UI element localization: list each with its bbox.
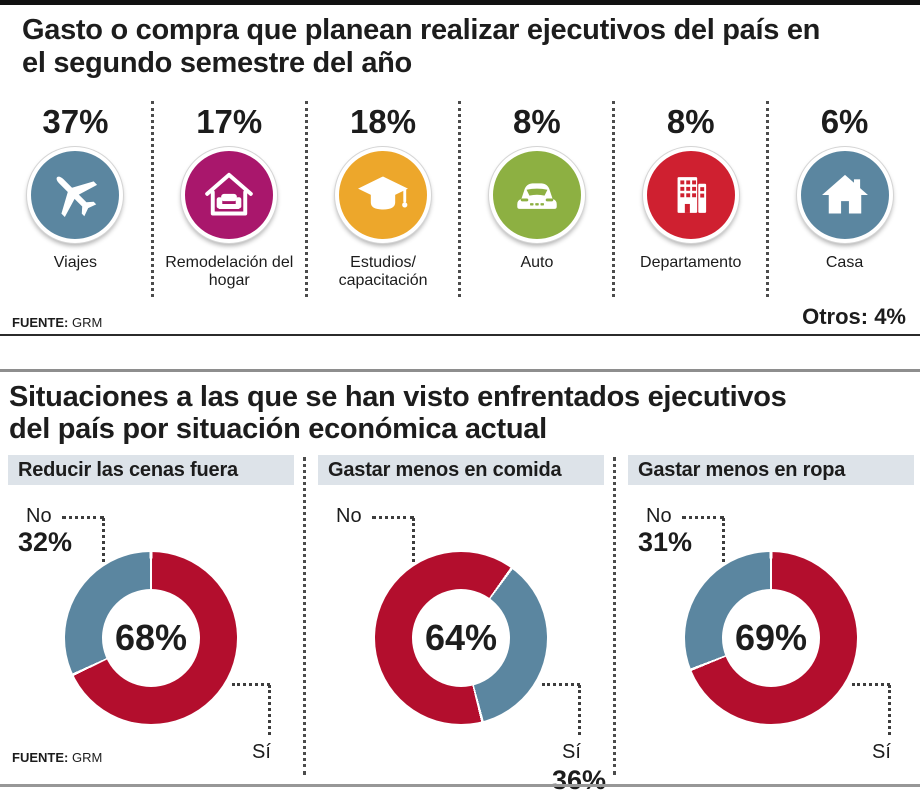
viajes-icon-circle [27, 147, 124, 243]
section1-title-line1: Gasto o compra que planean realizar ejec… [22, 14, 821, 46]
chart-menos-ropa: Gastar menos en ropa No 31% 69% Sí [628, 455, 914, 790]
leader-line [682, 516, 724, 519]
leader-line [232, 683, 270, 686]
chart-header: Gastar menos en ropa [628, 455, 914, 485]
leader-line [372, 516, 414, 519]
top-rule [0, 0, 920, 5]
donut-chart: 69% [685, 552, 857, 724]
departamento-icon-circle [642, 147, 739, 243]
si-callout-pct: 36% [552, 765, 607, 792]
remodelacion-icon-circle [181, 147, 278, 243]
leader-line [722, 518, 725, 562]
section2-title-line1: Situaciones a las que se han visto enfre… [9, 381, 787, 413]
section1-source-row: FUENTE: GRM Otros: 4% [0, 302, 920, 336]
leader-line [852, 683, 890, 686]
item-percentage: 6% [820, 103, 869, 140]
donut-chart: 68% [65, 552, 237, 724]
leader-line [102, 518, 105, 562]
donut-center-value: 69% [734, 617, 808, 658]
column-separator [613, 457, 616, 775]
item-percentage: 37% [42, 103, 109, 140]
item-label: Auto [520, 254, 554, 271]
chart-cenas-fuera: Reducir las cenas fuera No 32% 68% Sí [8, 455, 294, 790]
section2-title-line2: del país por situación económica actual [9, 413, 547, 446]
no-callout-pct: 32% [18, 527, 73, 557]
item-viajes: 37% Viajes [0, 101, 151, 297]
planned-purchases-row: 37% Viajes 17% [0, 101, 920, 297]
auto-icon-circle [488, 147, 585, 243]
section2-source: FUENTE: GRM [12, 750, 102, 765]
si-callout-label: Sí [252, 741, 271, 763]
item-casa: 6% Casa [766, 101, 920, 297]
no-callout-label: No [646, 505, 672, 527]
column-separator [303, 457, 306, 775]
leader-line [578, 685, 581, 735]
car-icon [517, 183, 557, 209]
source-label: FUENTE: [12, 750, 69, 765]
item-label: Viajes [53, 254, 98, 271]
item-percentage: 8% [513, 103, 561, 140]
source-label: FUENTE: [12, 315, 69, 330]
item-percentage: 17% [196, 103, 263, 140]
estudios-icon-circle [335, 147, 432, 243]
section2-title: Situaciones a las que se han visto enfre… [9, 381, 909, 446]
chart-menos-comida: Gastar menos en comida No 64% Sí 36% [318, 455, 607, 792]
donut-chart: 64% [375, 552, 547, 724]
leader-line [62, 516, 104, 519]
graduation-cap-icon [358, 176, 409, 210]
section1-source: FUENTE: GRM [12, 315, 102, 330]
leader-line [888, 685, 891, 735]
source-value: GRM [71, 315, 103, 330]
donut-center-value: 64% [424, 617, 498, 658]
item-departamento: 8% Departamento [612, 101, 766, 297]
donut-center-value: 68% [114, 617, 188, 658]
source-value: GRM [71, 750, 103, 765]
no-callout-pct: 31% [638, 527, 693, 557]
item-label: Casa [825, 254, 864, 271]
chart-header: Gastar menos en comida [318, 455, 604, 485]
leader-line [542, 683, 580, 686]
section1-title-line2: el segundo semestre del año [22, 46, 412, 79]
section-divider [0, 369, 920, 372]
section1-title: Gasto o compra que planean realizar ejec… [22, 14, 902, 80]
chart-header: Reducir las cenas fuera [8, 455, 294, 485]
item-auto: 8% Auto [458, 101, 612, 297]
casa-icon-circle [796, 147, 893, 243]
item-remodelacion: 17% Remodelación del hogar [150, 101, 305, 297]
leader-line [268, 685, 271, 735]
leader-line [412, 518, 415, 562]
plane-icon [57, 176, 98, 218]
item-label: Remodelación del hogar [165, 254, 294, 290]
si-callout-label: Sí [562, 741, 581, 763]
no-callout-label: No [336, 505, 362, 527]
item-estudios: 18% Estudios/ capacitación [304, 101, 459, 297]
building-icon [677, 177, 706, 213]
item-percentage: 8% [666, 103, 715, 140]
bottom-rule [0, 784, 920, 787]
home-remodel-icon [205, 172, 254, 216]
item-label: Estudios/ capacitación [338, 254, 428, 290]
no-callout-label: No [26, 505, 52, 527]
item-label: Departamento [640, 254, 742, 271]
others-note: Otros: 4% [802, 304, 906, 329]
house-icon [821, 174, 868, 214]
si-callout-label: Sí [872, 741, 891, 763]
item-percentage: 18% [350, 103, 417, 140]
